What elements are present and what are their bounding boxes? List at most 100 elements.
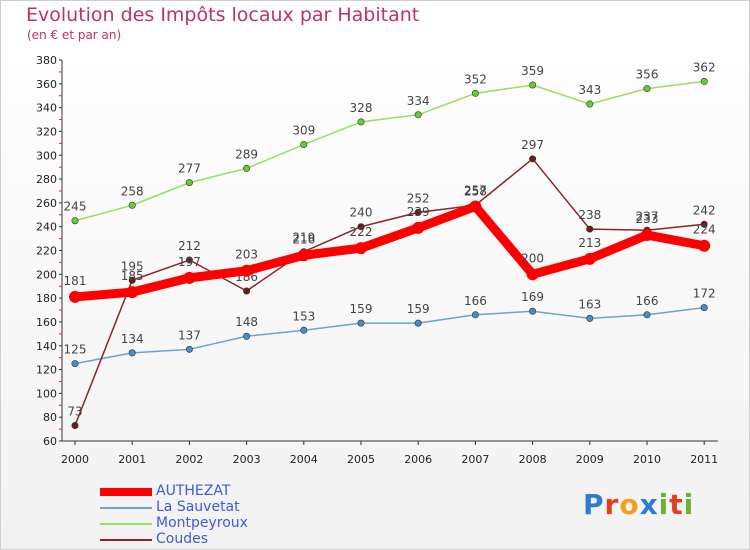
logo-letter: t: [669, 488, 684, 521]
data-label: 203: [235, 248, 258, 262]
data-label: 352: [464, 72, 487, 86]
data-point: [586, 100, 594, 108]
data-point: [243, 287, 251, 295]
data-label: 343: [578, 83, 601, 97]
data-point: [71, 422, 79, 430]
data-label: 245: [64, 200, 87, 214]
data-point: [300, 326, 308, 334]
y-tick-label: 240: [36, 221, 57, 234]
data-point: [526, 268, 539, 281]
data-label: 252: [407, 191, 430, 205]
x-tick-label: 2006: [404, 453, 432, 466]
data-point: [357, 319, 365, 327]
data-point: [243, 164, 251, 172]
series-montpeyroux: 245 258 277 289 309 328 334 352 359 343 356 362: [64, 60, 716, 225]
data-point: [529, 155, 537, 163]
legend-swatch: [100, 539, 152, 541]
data-point: [471, 89, 479, 97]
logo-letter: i: [683, 488, 695, 521]
x-tick-label: 2009: [576, 453, 604, 466]
data-point: [185, 256, 193, 264]
data-label: 258: [121, 184, 144, 198]
data-label: 181: [64, 274, 87, 288]
legend-swatch: [100, 507, 152, 509]
data-point: [71, 217, 79, 225]
data-point: [128, 276, 136, 284]
data-point: [700, 220, 708, 228]
data-label: 197: [178, 255, 201, 269]
data-point: [128, 201, 136, 209]
data-point: [698, 239, 711, 252]
data-point: [183, 271, 196, 284]
data-label: 359: [521, 64, 544, 78]
logo-letter: P: [583, 488, 605, 521]
data-label: 185: [121, 269, 144, 283]
data-label: 258: [464, 184, 487, 198]
data-label: 148: [235, 315, 258, 329]
data-point: [185, 179, 193, 187]
data-point: [297, 249, 310, 262]
legend-label: AUTHEZAT: [156, 483, 231, 499]
logo-letter: x: [639, 488, 659, 521]
y-tick-label: 260: [36, 197, 57, 210]
data-label: 238: [578, 208, 601, 222]
series-line-coudes: [74, 158, 705, 427]
y-tick-label: 380: [36, 54, 57, 67]
y-tick-label: 180: [36, 292, 57, 305]
x-tick-label: 2008: [519, 453, 547, 466]
data-label: 356: [636, 68, 659, 82]
y-tick-label: 360: [36, 78, 57, 91]
data-point: [700, 304, 708, 312]
data-point: [469, 200, 482, 213]
proxiti-logo: Proxiti: [583, 488, 694, 521]
y-tick-label: 200: [36, 268, 57, 281]
data-label: 257: [464, 183, 487, 197]
data-label: 240: [350, 206, 373, 220]
data-label: 213: [578, 236, 601, 250]
y-tick-label: 300: [36, 149, 57, 162]
y-tick-label: 160: [36, 316, 57, 329]
data-label: 216: [292, 232, 315, 246]
data-label: 195: [121, 259, 144, 273]
data-point: [126, 286, 139, 299]
data-point: [529, 81, 537, 89]
y-tick-label: 60: [43, 435, 57, 448]
chart-title: Evolution des Impôts locaux par Habitant: [26, 4, 420, 26]
data-label: 200: [521, 251, 544, 265]
data-point: [71, 360, 79, 368]
data-label: 328: [350, 101, 373, 115]
data-point: [69, 290, 81, 303]
data-label: 125: [64, 343, 87, 357]
data-label: 172: [693, 287, 716, 301]
data-point: [240, 264, 253, 277]
series-la-sauvetat: 125 134 137 148 153 159 159 166 169 163 166 172: [64, 287, 716, 368]
data-point: [700, 77, 708, 85]
data-point: [357, 223, 365, 231]
data-label: 166: [464, 294, 487, 308]
data-point: [300, 141, 308, 149]
x-tick-label: 2004: [290, 453, 318, 466]
data-point: [586, 225, 594, 233]
data-label: 212: [178, 239, 201, 253]
series-line-la-sauvetat: [74, 306, 705, 365]
data-label: 73: [67, 405, 82, 419]
data-label: 222: [350, 225, 373, 239]
data-label: 277: [178, 162, 201, 176]
data-label: 159: [407, 302, 430, 316]
data-point: [414, 111, 422, 119]
x-tick-label: 2007: [461, 453, 489, 466]
data-point: [185, 345, 193, 353]
legend-swatch: [100, 523, 152, 525]
data-point: [355, 242, 367, 255]
data-point: [471, 311, 479, 319]
data-label: 242: [693, 203, 716, 217]
y-tick-label: 80: [43, 411, 57, 424]
series-line-authezat: [70, 201, 709, 302]
x-tick-label: 2010: [633, 453, 661, 466]
data-label: 297: [521, 138, 544, 152]
y-tick-label: 280: [36, 173, 57, 186]
data-label: 159: [350, 302, 373, 316]
data-point: [641, 229, 653, 242]
